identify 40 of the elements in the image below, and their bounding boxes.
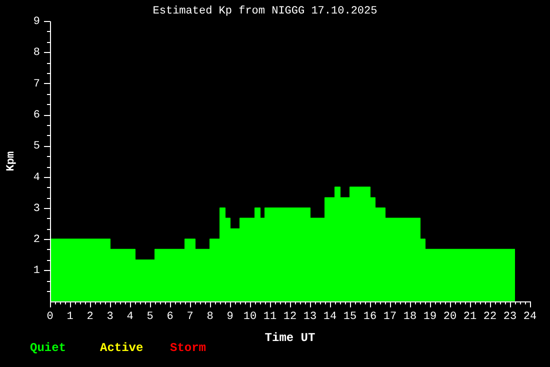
x-tick-label: 14 [323,310,337,323]
y-axis-title: Kpm [5,151,18,172]
y-tick-label: 6 [33,110,40,122]
x-tick-label: 4 [126,310,134,323]
x-tick-label: 1 [66,310,74,323]
x-tick-label: 10 [243,310,257,323]
x-tick-label: 5 [146,310,154,323]
x-tick-label: 9 [226,310,234,323]
y-tick-label: 1 [33,265,40,278]
y-tick-label: 3 [33,202,40,215]
y-tick-label: 8 [33,47,40,60]
y-tick-label: 4 [33,172,40,184]
x-tick-label: 12 [283,310,297,323]
text: Quiet [30,341,68,355]
x-tick-label: 17 [383,310,397,323]
x-tick-label: 24 [523,310,537,323]
x-tick-label: 2 [86,310,94,323]
x-tick-label: 6 [166,310,174,323]
x-tick-label: 8 [206,310,214,323]
x-tick-label: 0 [46,310,54,323]
x-tick-label: 22 [483,310,497,323]
x-tick-label: 13 [303,310,317,323]
chart-title: Estimated Kp from NIGGG 17.10.2025 [152,6,378,18]
x-tick-label: 16 [363,310,377,323]
x-tick-label: 15 [343,310,357,323]
x-tick-label: 18 [403,310,417,323]
y-tick-label: 5 [33,140,40,153]
x-tick-label: 21 [463,310,477,323]
legend-label: Active [100,341,144,355]
x-tick-label: 3 [106,310,114,323]
x-tick-label: 7 [186,310,194,323]
x-axis-title: Time UT [264,330,316,345]
legend-label: Storm [170,341,208,355]
y-tick-label: 2 [33,234,40,246]
x-tick-label: 23 [503,310,517,323]
x-tick-label: 19 [423,310,437,323]
y-tick-label: 7 [33,78,40,90]
y-tick-label: 9 [33,16,40,28]
x-tick-label: 20 [443,310,457,323]
x-tick-label: 11 [263,310,277,323]
